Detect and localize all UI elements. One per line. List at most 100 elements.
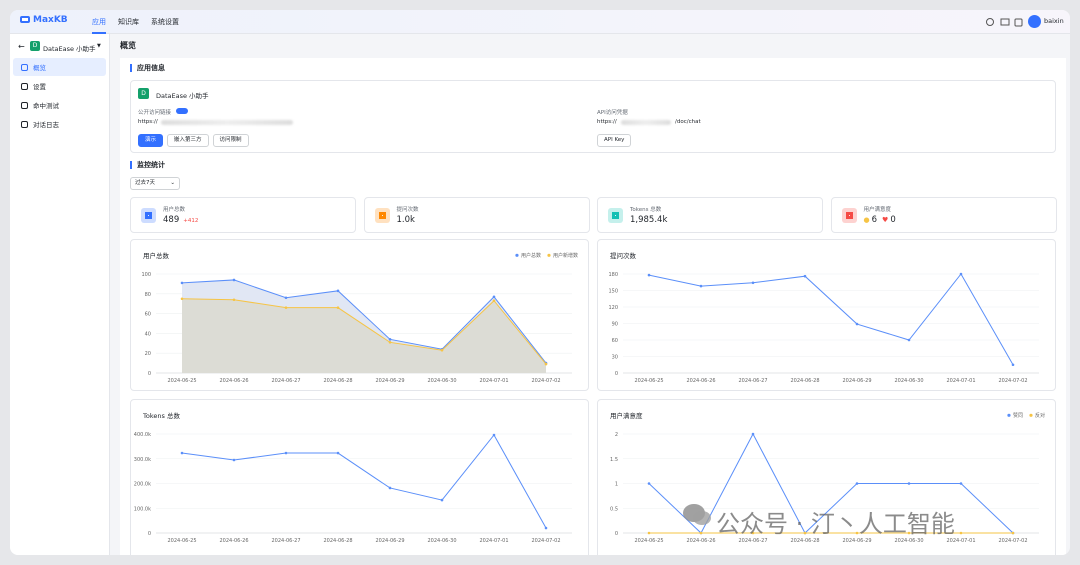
point — [389, 487, 392, 490]
menu-item[interactable]: 设置 — [13, 77, 106, 95]
point — [233, 298, 236, 301]
chart-card: 提问次数03060901201501802024-06-252024-06-26… — [597, 239, 1056, 391]
x-tick-label: 2024-06-26 — [219, 538, 248, 544]
user-name[interactable]: baixin — [1044, 17, 1064, 25]
stat-icon — [375, 208, 390, 223]
legend-label: 赞同 — [1013, 412, 1023, 419]
x-tick-label: 2024-06-25 — [167, 538, 196, 544]
x-tick-label: 2024-06-30 — [427, 378, 456, 384]
point — [285, 306, 288, 309]
button[interactable]: 演示 — [138, 134, 163, 147]
nav-tabs: 应用知识库系统设置 — [92, 10, 179, 34]
point — [648, 274, 651, 277]
point — [181, 297, 184, 300]
logo-text: MaxKB — [33, 15, 68, 25]
stat-value: 1.0k — [397, 215, 415, 225]
line — [182, 435, 546, 528]
chart-title: 用户满意度 — [610, 411, 643, 420]
menu-item[interactable]: 命中测试 — [13, 96, 106, 114]
x-tick-label: 2024-06-26 — [686, 378, 715, 384]
menu-item[interactable]: 概览 — [13, 58, 106, 76]
menu-icon — [21, 83, 28, 90]
point — [908, 339, 911, 342]
y-tick-label: 60 — [612, 338, 618, 344]
stat-value: 1,985.4k — [630, 215, 667, 225]
stat-number: 1.0k — [397, 215, 415, 225]
y-tick-label: 0 — [148, 531, 151, 537]
legend-swatch — [1029, 414, 1032, 417]
logo[interactable]: MaxKB — [20, 15, 68, 25]
chart-title: 提问次数 — [610, 251, 637, 260]
chart-card: Tokens 总数0100.0k200.0k300.0k400.0k2024-0… — [130, 399, 589, 555]
x-tick-label: 2024-07-01 — [946, 378, 975, 384]
x-tick-label: 2024-06-25 — [634, 538, 663, 544]
stat-icon — [608, 208, 623, 223]
menu-item[interactable]: 对话日志 — [13, 115, 106, 133]
point — [545, 527, 548, 530]
point — [960, 482, 963, 485]
point — [752, 433, 755, 436]
back-arrow[interactable]: ← — [18, 42, 25, 51]
point — [493, 434, 496, 437]
y-tick-label: 0 — [148, 371, 151, 377]
like-icon: ● — [864, 216, 870, 224]
point — [233, 279, 236, 282]
point — [960, 532, 963, 535]
legend-label: 用户总数 — [521, 252, 541, 259]
stat-card: 用户总数489+412 — [130, 197, 356, 233]
x-tick-label: 2024-07-01 — [479, 378, 508, 384]
chart: Tokens 总数0100.0k200.0k300.0k400.0k2024-0… — [131, 400, 588, 555]
app-name: DataEase 小助手 — [156, 90, 209, 100]
app-name[interactable]: DataEase 小助手 — [43, 43, 96, 53]
menu-label: 命中测试 — [33, 100, 59, 110]
stat-card: 用户满意度●6♥0 — [831, 197, 1057, 233]
y-tick-label: 120 — [608, 305, 618, 311]
y-tick-label: 40 — [145, 331, 151, 337]
toggle[interactable] — [176, 108, 188, 114]
area — [182, 299, 546, 373]
point — [545, 363, 548, 366]
x-tick-label: 2024-06-28 — [323, 538, 352, 544]
nav-tab[interactable]: 知识库 — [118, 10, 139, 34]
stat-value: ●6♥0 — [864, 215, 896, 225]
api-label: API访问凭据 — [597, 108, 628, 116]
point — [1012, 532, 1015, 535]
dislikes: 0 — [890, 215, 895, 225]
dropdown-caret[interactable]: ▼ — [97, 43, 101, 49]
y-tick-label: 1 — [615, 482, 618, 488]
legend-swatch — [515, 254, 518, 257]
point — [752, 282, 755, 285]
y-tick-label: 20 — [145, 351, 151, 357]
menu-label: 对话日志 — [33, 119, 59, 129]
dislike-icon: ♥ — [882, 216, 888, 224]
nav-tab[interactable]: 应用 — [92, 10, 106, 34]
api-key-button[interactable]: API Key — [597, 134, 631, 147]
point — [700, 285, 703, 288]
button[interactable]: 访问限制 — [213, 134, 249, 147]
x-tick-label: 2024-06-26 — [219, 378, 248, 384]
button[interactable]: 嵌入第三方 — [167, 134, 209, 147]
point — [960, 273, 963, 276]
buttons: 演示嵌入第三方访问限制 — [138, 134, 249, 147]
y-tick-label: 60 — [145, 312, 151, 318]
avatar[interactable] — [1028, 15, 1041, 28]
x-tick-label: 2024-06-29 — [375, 378, 404, 384]
nav-tab[interactable]: 系统设置 — [151, 10, 179, 34]
public-link: https:// — [138, 119, 158, 125]
api-url-suffix: /doc/chat — [675, 119, 701, 125]
point — [441, 499, 444, 502]
x-tick-label: 2024-06-26 — [686, 538, 715, 544]
stat-label: 提问次数 — [397, 205, 419, 213]
chart-title: 用户总数 — [143, 251, 170, 260]
top-bar: MaxKB 应用知识库系统设置 baixin — [10, 10, 1070, 34]
stat-label: 用户总数 — [163, 205, 185, 213]
x-tick-label: 2024-07-01 — [479, 538, 508, 544]
point — [648, 532, 651, 535]
range-select[interactable]: 过去7天⌄ — [130, 177, 180, 190]
chart-card: 用户总数0204060801002024-06-252024-06-262024… — [130, 239, 589, 391]
legend-label: 用户新增数 — [553, 252, 578, 259]
y-tick-label: 2 — [615, 432, 618, 438]
point — [856, 482, 859, 485]
section-title: 监控统计 — [130, 161, 165, 169]
y-tick-label: 180 — [608, 272, 618, 278]
